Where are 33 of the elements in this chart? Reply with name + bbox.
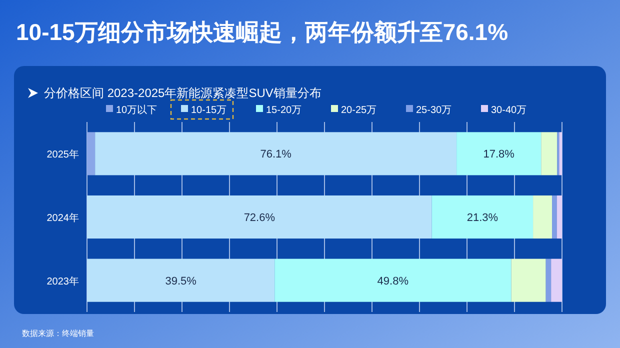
- bar: [87, 258, 275, 302]
- bar: [552, 195, 557, 239]
- data-label: 76.1%: [260, 148, 292, 161]
- chart-title: 10-15万细分市场快速崛起，两年份额升至76.1%: [16, 19, 508, 45]
- legend-label: 30-40万: [491, 105, 527, 116]
- bar: [432, 195, 534, 239]
- bar: [541, 132, 558, 176]
- bar: [456, 132, 542, 176]
- data-label: 17.8%: [483, 148, 515, 161]
- bar: [556, 195, 562, 239]
- source-note: 数据来源：终端销量: [22, 329, 94, 338]
- legend-label: 25-30万: [416, 105, 452, 116]
- bar: [511, 258, 546, 302]
- legend-label: 15-20万: [266, 105, 302, 116]
- chart-subtitle: 分价格区间 2023-2025年新能源紧凑型SUV销量分布: [44, 86, 322, 100]
- legend-label: 20-25万: [341, 105, 377, 116]
- legend-label: 10万以下: [116, 104, 158, 116]
- bar: [95, 132, 457, 176]
- bar: [533, 195, 552, 239]
- data-label: 39.5%: [165, 275, 197, 288]
- bar: [546, 258, 552, 302]
- data-label: 21.3%: [466, 212, 498, 224]
- bar: [274, 258, 512, 302]
- bar: [559, 132, 562, 176]
- y-tick-label: 2023年: [46, 275, 79, 288]
- legend-label: 10-15万: [191, 105, 227, 116]
- y-tick-label: 2024年: [46, 212, 79, 224]
- data-label: 49.8%: [377, 275, 409, 288]
- bar: [87, 132, 96, 176]
- bar: [551, 258, 562, 302]
- data-label: 72.6%: [244, 212, 276, 224]
- y-tick-label: 2025年: [46, 148, 79, 161]
- bar: [87, 195, 432, 239]
